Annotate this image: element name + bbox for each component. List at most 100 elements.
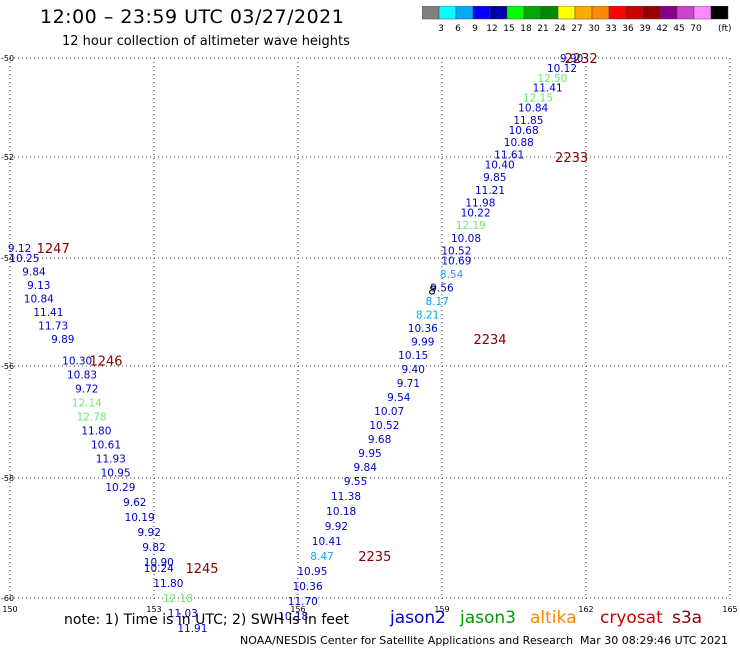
wave-height-value: 12.78 (77, 411, 107, 423)
wave-height-value: 10.61 (91, 439, 121, 451)
scale-label: 12 (486, 24, 497, 34)
wave-height-value: 11.73 (38, 321, 68, 333)
wave-height-value: 11.03 (168, 608, 198, 620)
scale-label: 24 (554, 24, 566, 34)
credit-text: NOAA/NESDIS Center for Satellite Applica… (240, 634, 574, 647)
scale-label: 45 (673, 24, 684, 34)
footnote: note: 1) Time is in UTC; 2) SWH is in fe… (64, 612, 350, 628)
wave-height-value: 10.83 (67, 369, 97, 381)
time-label: 2235 (358, 550, 391, 565)
wave-height-value: 10.69 (441, 256, 471, 268)
wave-height-value: 9.90 (560, 53, 583, 65)
wave-height-value: 9.54 (387, 392, 411, 404)
wave-height-value: 10.25 (9, 253, 39, 265)
wave-height-value: 10.08 (451, 233, 481, 245)
satellite-label-jason3: jason3 (460, 608, 516, 628)
wave-height-value: 12.19 (456, 220, 486, 232)
wave-height-value: 10.18 (326, 506, 356, 518)
wave-height-value: 9.92 (325, 521, 348, 533)
wave-height-value: 10.84 (24, 294, 54, 306)
scale-label: 30 (588, 24, 600, 34)
wave-height-value: 8.54 (440, 269, 464, 281)
chart-title: 12:00 – 23:59 UTC 03/27/2021 (40, 6, 345, 28)
time-label: 1246 (89, 355, 122, 370)
wave-height-value: 8.21 (416, 310, 439, 322)
satellite-label-cryosat: cryosat (600, 608, 663, 628)
satellite-label-altika: altika (530, 608, 577, 628)
wave-height-value: 9.95 (358, 448, 381, 460)
track-marker: 8 (429, 283, 437, 297)
wave-height-value: 12.14 (72, 397, 102, 409)
wave-height-value: 10.40 (485, 160, 515, 172)
wave-height-value: 9.56 (430, 283, 454, 295)
satellite-label-jason2: jason2 (390, 608, 446, 628)
wave-height-value: 10.12 (547, 63, 577, 75)
wave-height-value: 12.50 (537, 73, 567, 85)
x-tick-label: 153 (146, 605, 161, 614)
wave-height-value: 11.41 (33, 307, 63, 319)
scale-label: 21 (537, 24, 548, 34)
wave-height-value: 12.15 (523, 93, 553, 105)
y-tick-label: -54 (1, 254, 14, 263)
wave-height-value: 9.13 (27, 280, 50, 292)
scale-unit: (ft) (718, 24, 732, 34)
wave-height-value: 9.12 (8, 243, 31, 255)
wave-height-value: 10.22 (461, 208, 491, 220)
wave-height-value: 9.72 (75, 383, 98, 395)
wave-height-value: 12.18 (163, 593, 193, 605)
scale-label: 15 (503, 24, 514, 34)
scale-label: 6 (455, 24, 461, 34)
wave-height-value: 8.47 (310, 551, 333, 563)
wave-height-value: 11.41 (533, 83, 563, 95)
time-label: 2234 (473, 333, 506, 348)
wave-height-value: 10.30 (62, 356, 92, 368)
wave-height-value: 9.89 (51, 334, 74, 346)
x-tick-label: 165 (722, 605, 737, 614)
y-tick-label: -52 (1, 153, 14, 162)
wave-height-value: 10.88 (504, 137, 534, 149)
wave-height-value: 9.55 (344, 476, 367, 488)
y-tick-label: -50 (1, 54, 14, 63)
wave-height-value: 10.18 (278, 611, 308, 623)
wave-height-value: 9.92 (138, 527, 161, 539)
wave-height-value: 9.82 (142, 542, 165, 554)
y-tick-label: -60 (1, 594, 14, 603)
scale-label: 70 (690, 24, 702, 34)
wave-height-value: 11.70 (288, 596, 318, 608)
wave-height-value: 9.85 (483, 172, 506, 184)
wave-height-value: 10.15 (398, 350, 428, 362)
scale-label: 18 (520, 24, 532, 34)
scale-label: 42 (656, 24, 667, 34)
wave-height-value: 11.91 (177, 623, 207, 635)
x-tick-label: 156 (290, 605, 305, 614)
time-label: 2232 (565, 52, 598, 67)
scale-label: 9 (472, 24, 478, 34)
wave-height-value: 10.68 (509, 125, 539, 137)
wave-height-value: 10.95 (297, 566, 327, 578)
time-label: 1245 (185, 562, 218, 577)
wave-height-value: 10.52 (369, 420, 399, 432)
wave-height-value: 11.98 (465, 197, 495, 209)
wave-height-value: 10.36 (408, 323, 438, 335)
wave-height-value: 9.68 (368, 434, 391, 446)
wave-height-value: 9.62 (123, 497, 146, 509)
wave-height-value: 10.24 (144, 563, 174, 575)
scale-label: 39 (639, 24, 651, 34)
x-tick-label: 159 (434, 605, 449, 614)
wave-height-value: 10.41 (312, 536, 342, 548)
y-tick-label: -58 (1, 474, 14, 483)
wave-height-value: 9.84 (354, 462, 378, 474)
wave-height-value: 8.17 (426, 296, 449, 308)
satellite-label-s3a: s3a (672, 608, 703, 628)
wave-height-value: 9.99 (411, 337, 434, 349)
wave-height-value: 10.84 (518, 103, 548, 115)
chart-subtitle: 12 hour collection of altimeter wave hei… (62, 34, 350, 49)
x-tick-label: 162 (578, 605, 593, 614)
wave-height-value: 11.93 (96, 453, 126, 465)
time-label: 2233 (555, 151, 588, 166)
wave-height-value: 10.07 (374, 406, 404, 418)
wave-height-value: 11.21 (475, 185, 505, 197)
wave-height-value: 11.85 (513, 115, 543, 127)
scale-label: 3 (438, 24, 444, 34)
